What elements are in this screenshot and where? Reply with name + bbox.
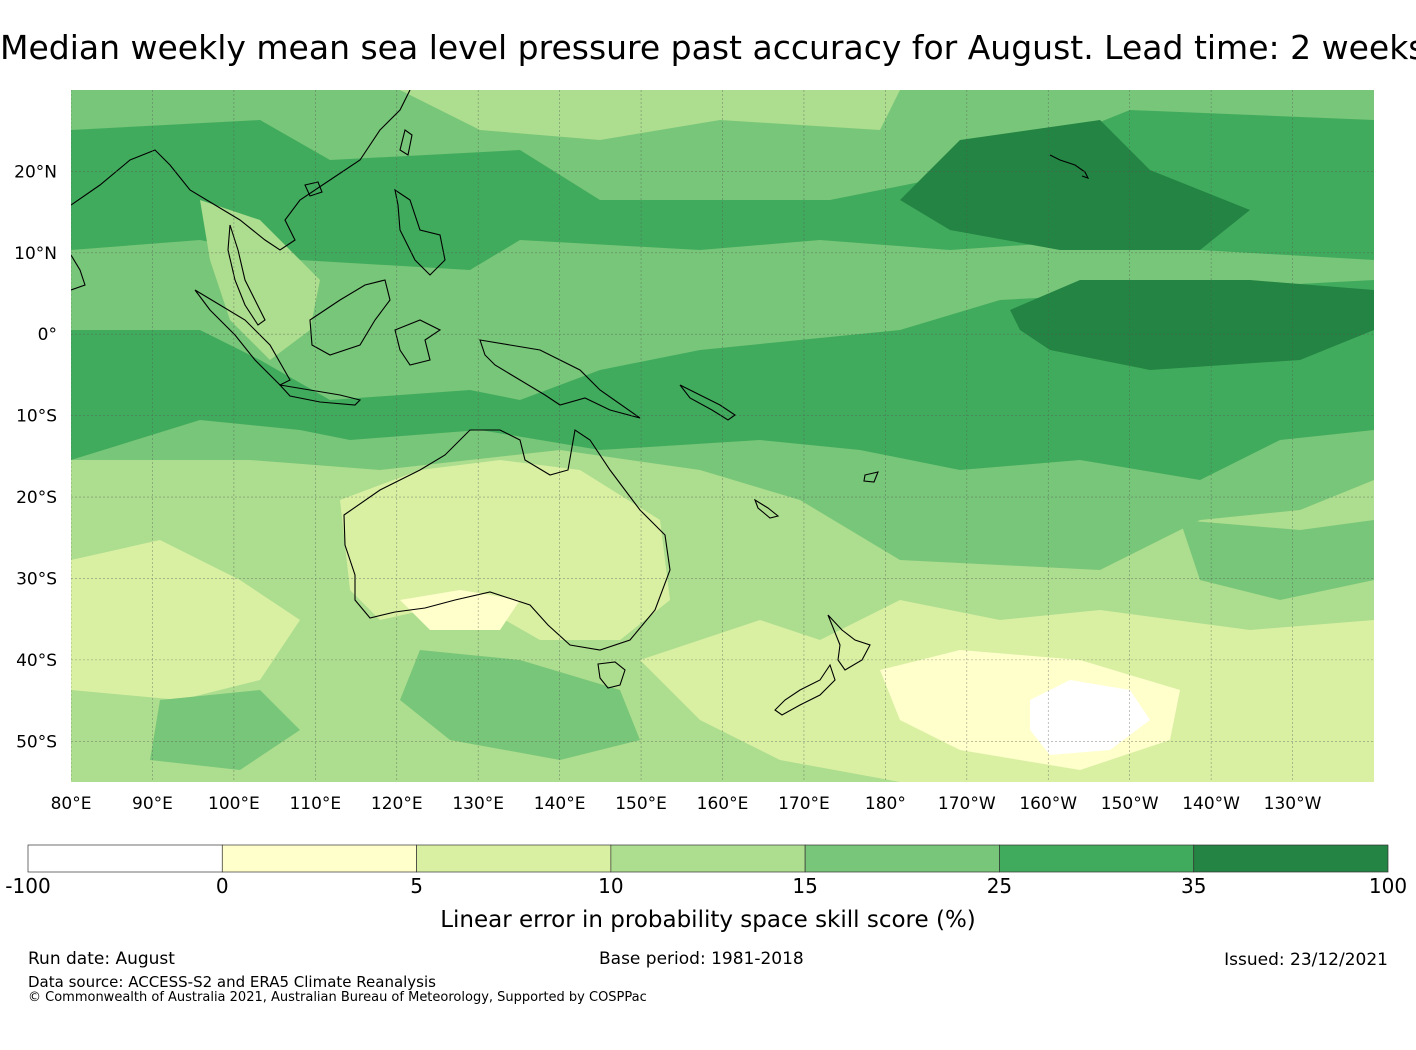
colorbar-tick-label: 100 [1369, 874, 1407, 898]
coast-sulawesi [394, 319, 442, 366]
coast-hawaii [1049, 154, 1090, 179]
region-indochina-light [200, 200, 320, 360]
colorbar-segment [27, 844, 223, 873]
colorbar-tick-label: 25 [987, 874, 1012, 898]
longitude-label: 160°W [1019, 794, 1077, 814]
longitude-label: 140°E [534, 794, 586, 814]
coast-borneo [309, 279, 391, 356]
coast-new-caledonia [753, 498, 780, 519]
coast-asia-mainland [71, 90, 411, 251]
region-below-zero [1030, 680, 1150, 755]
longitude-label: 140°W [1182, 794, 1240, 814]
colorbar-tick-label: 5 [410, 874, 423, 898]
longitude-label: 90°E [132, 794, 173, 814]
colorbar-segment [221, 844, 417, 873]
colorbar [27, 844, 1389, 873]
colorbar-tick-label: 0 [216, 874, 229, 898]
colorbar-tick-labels: -100 0 5 10 15 25 35 100 [5, 874, 1407, 898]
longitude-label: 170°E [778, 794, 830, 814]
data-source: Data source: ACCESS-S2 and ERA5 Climate … [28, 973, 436, 991]
coast-hainan [304, 181, 323, 197]
latitude-label: 10°N [14, 244, 57, 264]
longitude-label: 130°E [452, 794, 504, 814]
latitude-label: 50°S [16, 732, 57, 752]
longitude-label: 80°E [51, 794, 92, 814]
colorbar-tick-label: -100 [5, 874, 50, 898]
longitude-label: 120°E [371, 794, 423, 814]
latitude-label: 30°S [16, 569, 57, 589]
region-central-pacific-core [900, 120, 1250, 250]
base-period: Base period: 1981-2018 [599, 949, 804, 969]
longitude-label: 110°E [289, 794, 341, 814]
colorbar-segment [999, 844, 1195, 873]
gridlines [71, 90, 1374, 782]
colorbar-tick-label: 35 [1181, 874, 1206, 898]
map-title: Median weekly mean sea level pressure pa… [0, 28, 1416, 67]
coast-fiji [863, 471, 879, 483]
region-south-east-pacific [1180, 520, 1374, 600]
issued-date: Issued: 23/12/2021 [1224, 950, 1388, 970]
colorbar-segment [804, 844, 1000, 873]
latitude-label: 20°N [14, 162, 57, 182]
copyright: © Commonwealth of Australia 2021, Austra… [28, 990, 647, 1005]
run-date: Run date: August [28, 949, 175, 969]
latitude-label: 10°S [16, 407, 57, 427]
colorbar-tick-label: 10 [598, 874, 623, 898]
longitude-label: 130°W [1264, 794, 1322, 814]
coast-india-tip [71, 254, 86, 291]
region-south-indian-pale [400, 590, 520, 630]
colorbar-title: Linear error in probability space skill … [440, 907, 976, 933]
coast-tasmania [597, 661, 626, 689]
region-north-edge-light [400, 90, 900, 140]
coast-philippines [394, 188, 446, 276]
longitude-label: 150°E [615, 794, 667, 814]
colorbar-tick-label: 15 [792, 874, 817, 898]
coast-taiwan [399, 129, 413, 156]
longitude-label: 180° [865, 794, 906, 814]
coast-sumatra [194, 289, 291, 386]
region-south-ocean-mid [400, 650, 640, 760]
longitude-label: 100°E [208, 794, 260, 814]
colorbar-segment [610, 844, 806, 873]
colorbar-segment [416, 844, 612, 873]
coast-australia [343, 429, 671, 651]
colorbar-segment [1193, 844, 1389, 873]
coast-malay-peninsula [227, 224, 266, 326]
region-equatorial-pacific-core [1010, 280, 1374, 370]
coast-new-zealand-north [827, 614, 871, 671]
region-south-ocean-west [150, 690, 300, 770]
coast-new-guinea [479, 339, 641, 419]
longitude-label: 160°E [697, 794, 749, 814]
coast-java [278, 384, 362, 406]
longitude-labels: 80°E 90°E 100°E 110°E 120°E 130°E 140°E 150°E 16… [51, 794, 1322, 814]
latitude-labels: 20°N 10°N 0° 10°S 20°S 30°S 40°S 50°S [14, 162, 57, 752]
latitude-label: 0° [38, 325, 57, 345]
coast-solomon-islands [679, 384, 736, 421]
latitude-label: 40°S [16, 651, 57, 671]
longitude-label: 150°W [1101, 794, 1159, 814]
coast-new-zealand-south [774, 663, 836, 716]
latitude-label: 20°S [16, 488, 57, 508]
map-panel [71, 90, 1374, 782]
coastlines [71, 90, 1090, 716]
longitude-label: 170°W [938, 794, 996, 814]
region-australia-light [340, 460, 670, 640]
